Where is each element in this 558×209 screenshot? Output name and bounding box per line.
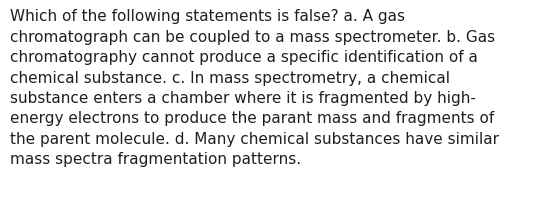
Text: Which of the following statements is false? a. A gas
chromatograph can be couple: Which of the following statements is fal… bbox=[10, 9, 499, 167]
